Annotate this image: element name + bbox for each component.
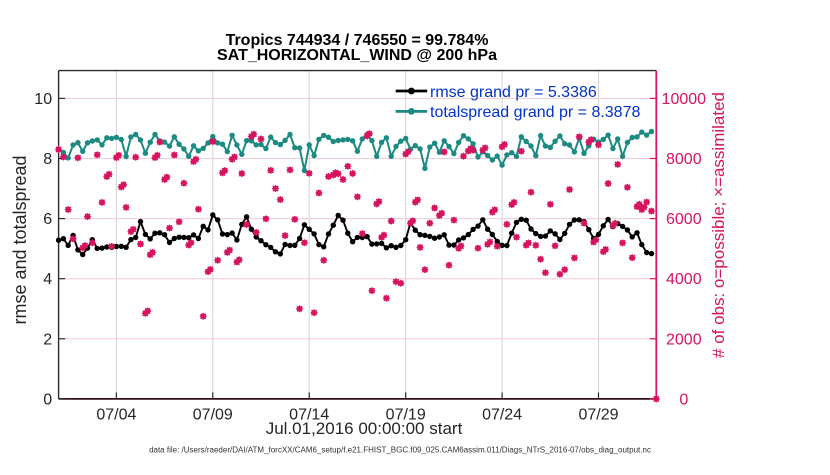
svg-text:6000: 6000 (666, 211, 702, 228)
svg-text:2000: 2000 (666, 331, 702, 348)
svg-text:07/14: 07/14 (289, 407, 329, 424)
svg-text:# of obs: o=possible; ×=assimi: # of obs: o=possible; ×=assimilated (709, 92, 728, 358)
svg-text:8: 8 (43, 151, 52, 168)
svg-text:rmse and totalspread: rmse and totalspread (10, 155, 30, 324)
svg-text:0: 0 (679, 391, 688, 408)
svg-text:6: 6 (43, 211, 52, 228)
svg-text:4: 4 (43, 271, 52, 288)
svg-text:10000: 10000 (662, 91, 707, 108)
svg-text:07/19: 07/19 (386, 407, 426, 424)
svg-text:data file: /Users/raeder/DAI/A: data file: /Users/raeder/DAI/ATM_forcXX/… (149, 446, 651, 455)
svg-text:rmse grand pr = 5.3386: rmse grand pr = 5.3386 (430, 84, 597, 101)
svg-text:Jul.01,2016 00:00:00 start: Jul.01,2016 00:00:00 start (266, 419, 463, 438)
svg-text:07/29: 07/29 (578, 407, 618, 424)
svg-text:0: 0 (43, 391, 52, 408)
svg-text:8000: 8000 (666, 151, 702, 168)
svg-text:SAT_HORIZONTAL_WIND @ 200 hPa: SAT_HORIZONTAL_WIND @ 200 hPa (217, 47, 497, 64)
svg-text:totalspread grand pr = 8.3878: totalspread grand pr = 8.3878 (430, 104, 640, 121)
svg-text:07/09: 07/09 (193, 407, 233, 424)
svg-text:10: 10 (34, 91, 52, 108)
svg-text:07/24: 07/24 (482, 407, 522, 424)
svg-text:07/04: 07/04 (96, 407, 136, 424)
svg-text:2: 2 (43, 331, 52, 348)
svg-text:4000: 4000 (666, 271, 702, 288)
svg-text:Tropics 744934 / 746550 = 99.7: Tropics 744934 / 746550 = 99.784% (226, 32, 489, 49)
